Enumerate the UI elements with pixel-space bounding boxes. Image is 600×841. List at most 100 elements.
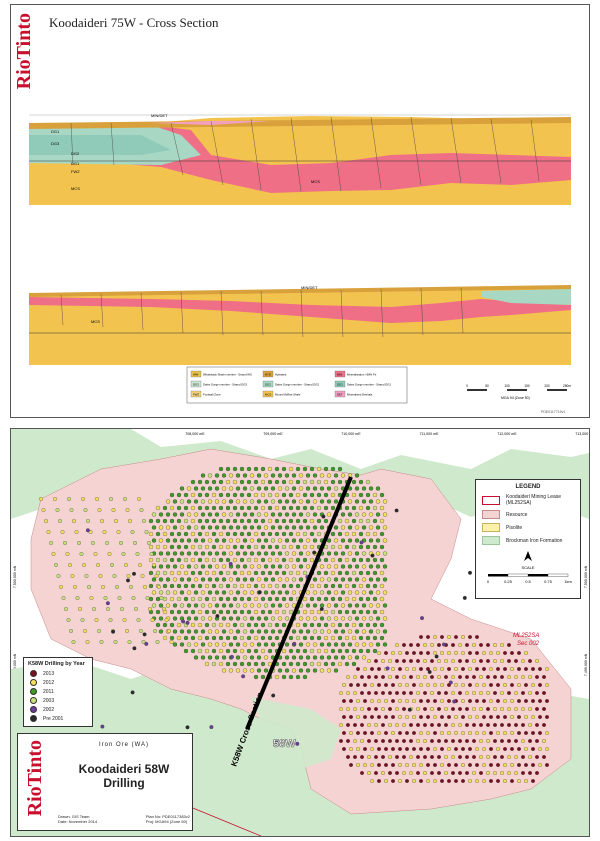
xs-legend-label: Dales Gorge member - Strand DG3 <box>203 383 247 387</box>
xs-legend-swatch <box>190 370 202 378</box>
title-subtitle: Iron Ore (WA) <box>98 742 150 748</box>
year-dot <box>30 679 37 686</box>
label-dg1: DG1 <box>51 129 60 134</box>
map-x-tick-top: 708,000 mE <box>185 432 205 436</box>
cross-section-scale: 0 50 100 150 200 250m MGA 94 (Zone 50) <box>466 384 571 400</box>
xs-legend-swatch <box>262 390 274 398</box>
map-scale-tick: 0.75 <box>544 579 553 584</box>
xs-legend-label: Dales Gorge member - Strand DG2 <box>275 383 319 387</box>
legend-item: Koodaideri Mining Lease (ML252SA) <box>482 494 574 506</box>
north-arrow-icon <box>524 551 532 561</box>
map-scale-tick: 0.5 <box>525 579 531 584</box>
map-title-line2: Drilling <box>103 776 145 790</box>
cross-section-panel: RioTinto Koodaideri 75W - Cross Section … <box>10 4 590 418</box>
xs-legend-label: Dales Gorge member - Strand DG1 <box>347 383 391 387</box>
cross-section-legend: WW Whaleback Shale member - Strand WS DG3 D… <box>186 366 408 404</box>
title-block: RioTinto Iron Ore (WA) Koodaideri 58W Dr… <box>17 733 193 831</box>
label-lower-min-det: MIN/DET <box>301 285 318 290</box>
xs-scale-tick: 100 <box>504 384 510 388</box>
year-label: 2013 <box>43 670 55 677</box>
xs-legend-label: Mount McRae Shale <box>275 393 301 397</box>
year-dot <box>30 688 37 695</box>
year-item: 2013 <box>30 670 86 677</box>
xs-legend-code: FWZ <box>193 393 199 397</box>
cross-section-title: Koodaideri 75W - Cross Section <box>49 15 219 30</box>
label-min-det: MIN/DET <box>151 113 168 118</box>
xs-legend-code: WW <box>193 373 199 377</box>
map-y-tick-left: 7,499,000 mN <box>13 653 17 676</box>
map-title: Koodaideri 58W Drilling <box>58 762 190 790</box>
plan-number: PDE0117719v1 <box>541 410 565 414</box>
drilling-by-year-legend: K58W Drilling by Year 2013 2012 2011 2003 20… <box>23 657 93 727</box>
scale-caption: MGA 94 (Zone 50) <box>501 396 530 400</box>
map-x-tick-top: 709,000 mE <box>263 432 283 436</box>
xs-legend-code: DG3 <box>193 383 199 387</box>
lease-label: ML252SA <box>513 633 539 639</box>
year-label: 2002 <box>43 706 55 713</box>
xs-legend-label: Mineralisation >58% Fe <box>347 373 377 377</box>
legend-item: Brockman Iron Formation <box>482 536 574 545</box>
year-item: 2011 <box>30 688 86 695</box>
map-scale-tick: 1km <box>564 579 572 584</box>
scale-label: SCALE <box>521 565 534 570</box>
xs-legend-swatch <box>334 370 346 378</box>
year-item: Pre 2001 <box>30 715 86 722</box>
xs-legend-swatch <box>334 390 346 398</box>
pisolite-area <box>251 697 341 769</box>
map-title-line1: Koodaideri 58W <box>78 762 170 776</box>
map-x-tick-top: 710,000 mE <box>341 432 361 436</box>
map-scale-tick: 0 <box>487 579 490 584</box>
xs-legend-swatch <box>262 370 274 378</box>
year-label: 2011 <box>43 688 54 695</box>
xs-legend-code: DG2 <box>265 383 271 387</box>
label-dg3: DG3 <box>51 141 60 146</box>
label-mcs-center: MCS <box>311 179 320 184</box>
year-dot <box>30 670 37 677</box>
legend-item: Pisolite <box>482 523 574 532</box>
label-lower-mcs: MCS <box>91 319 100 324</box>
legend-label: Koodaideri Mining Lease (ML252SA) <box>506 494 562 506</box>
xs-scale-tick: 200 <box>544 384 550 388</box>
xs-legend-code: MCS <box>265 393 271 397</box>
xs-scale-tick: 250m <box>563 384 571 388</box>
legend-swatch <box>482 510 500 519</box>
map-scale: SCALE 0 0.25 0.5 0.75 1km <box>487 551 572 584</box>
map-x-tick-top: 711,000 mE <box>419 432 439 436</box>
xs-legend-swatch <box>262 380 274 388</box>
plan-no: Plan No: PDE0117383v2 <box>145 814 190 819</box>
cross-section-line <box>245 476 353 730</box>
year-dot <box>30 706 37 713</box>
map-legend: LEGEND Koodaideri Mining Lease (ML252SA)… <box>475 479 581 599</box>
upper-section: DG1 DG3 DG2 DG1 FWZ MCS MIN/DET MCS <box>29 113 571 205</box>
legend-swatch <box>482 536 500 545</box>
title-meta: Drawn: GIS Team Date: November 2014 Plan… <box>58 814 190 824</box>
legend-label: Brockman Iron Formation <box>506 537 563 544</box>
xs-legend-code: HYD <box>265 373 271 377</box>
year-item: 2012 <box>30 679 86 686</box>
year-dot <box>30 697 37 704</box>
xs-legend-label: Mineralised Detritals <box>347 393 373 397</box>
xs-legend-label: Hydrated <box>275 373 287 377</box>
xs-legend-label: Footwall Zone <box>203 393 221 397</box>
xs-legend-swatch <box>334 380 346 388</box>
lease-section: Sec 002 <box>517 641 540 647</box>
map-scale-tick: 0.25 <box>504 579 513 584</box>
year-label: 2012 <box>43 679 55 686</box>
xs-legend-code: DG1 <box>337 383 343 387</box>
drilling-year-title: K58W Drilling by Year <box>28 661 85 667</box>
legend-label: Resource <box>506 511 528 518</box>
xs-legend-swatch <box>190 390 202 398</box>
drilling-map-panel: 706,000 mE706,000 mE707,000 mE707,000 mE… <box>10 428 590 837</box>
map-x-tick-top: 713,000 mE <box>575 432 589 436</box>
drawn-by: Drawn: GIS Team <box>58 814 90 819</box>
legend-title: LEGEND <box>515 484 541 490</box>
cross-section-drawing: DG1 DG3 DG2 DG1 FWZ MCS MIN/DET MCS <box>29 113 571 414</box>
legend-swatch <box>482 523 500 532</box>
map-y-tick-right: 7,500,000 mN <box>584 565 588 588</box>
year-item: 2003 <box>30 697 86 704</box>
map-y-tick-left: 7,500,000 mN <box>13 565 17 588</box>
map-y-tick-right: 7,499,000 mN <box>584 653 588 676</box>
legend-item: Resource <box>482 510 574 519</box>
date: Date: November 2014 <box>58 819 98 824</box>
year-dot <box>30 715 37 722</box>
